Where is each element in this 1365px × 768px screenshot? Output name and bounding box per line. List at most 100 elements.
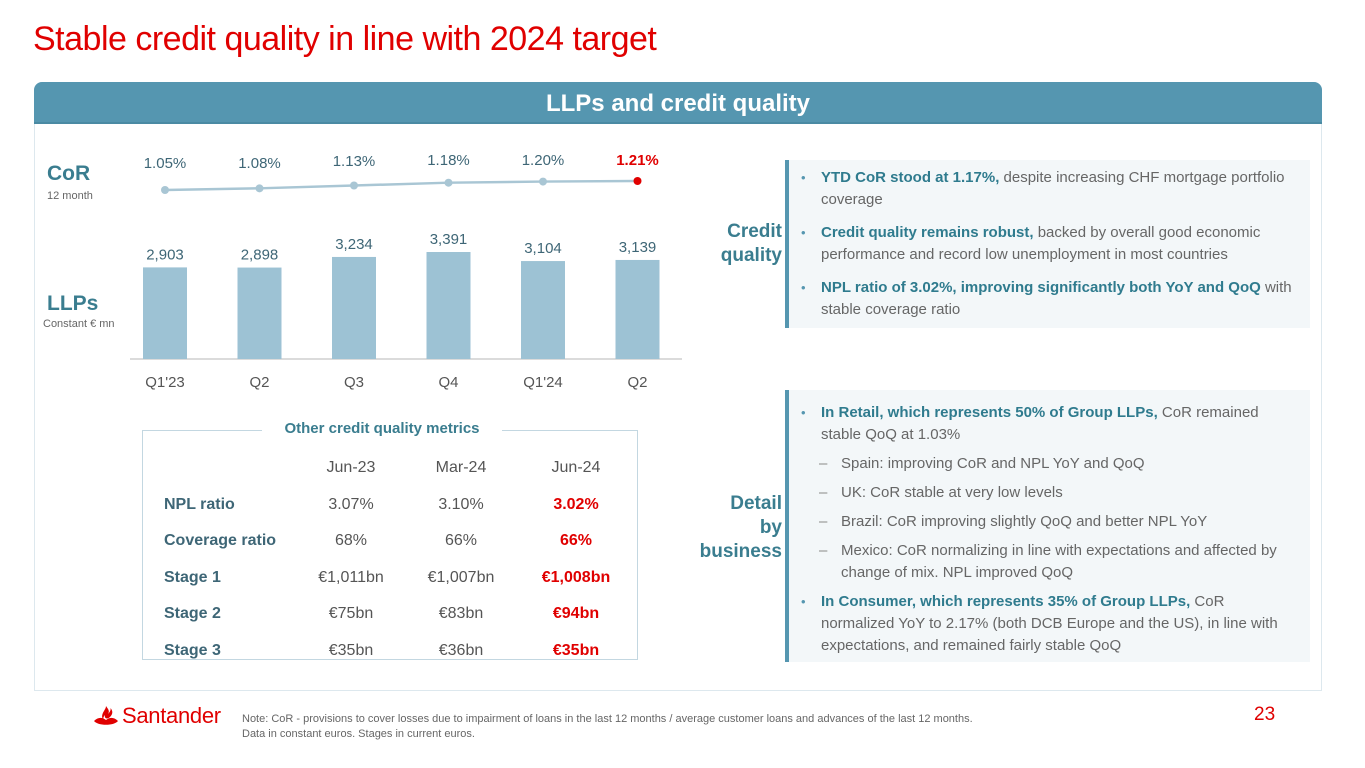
detail-by-business-box: • In Retail, which represents 50% of Gro… xyxy=(785,390,1310,662)
sub-bullet-item: – Brazil: CoR improving slightly QoQ and… xyxy=(819,511,1300,533)
llp-data-label: 3,234 xyxy=(335,236,373,253)
bullet-icon: • xyxy=(801,225,806,240)
row-label: Stage 2 xyxy=(164,605,221,623)
bullet-icon: • xyxy=(801,594,806,609)
metrics-title: Other credit quality metrics xyxy=(262,420,502,437)
llp-series-sublabel: Constant € mn xyxy=(43,318,115,330)
credit-quality-bullets: • YTD CoR stood at 1.17%, despite increa… xyxy=(801,167,1300,321)
table-row: Stage 1 €1,011bn €1,007bn €1,008bn xyxy=(164,560,636,597)
bullet-strong: In Consumer, which represents 35% of Gro… xyxy=(821,593,1191,610)
cell-value: €83bn xyxy=(438,605,484,623)
llp-bar xyxy=(615,259,660,359)
sub-bullet-text: Brazil: CoR improving slightly QoQ and b… xyxy=(841,513,1208,530)
label-line: quality xyxy=(720,245,782,266)
cor-line xyxy=(164,179,638,192)
cell-value: 3.10% xyxy=(438,495,484,513)
dash-icon: – xyxy=(819,542,828,559)
metrics-header-row: Jun-23 Mar-24 Jun-24 xyxy=(164,450,636,487)
note-line: Note: CoR - provisions to cover losses d… xyxy=(242,713,973,725)
row-label: Stage 1 xyxy=(164,568,221,586)
bullet-icon: • xyxy=(801,405,806,420)
sub-bullet-text: Spain: improving CoR and NPL YoY and QoQ xyxy=(841,455,1145,472)
sub-bullet-item: – Spain: improving CoR and NPL YoY and Q… xyxy=(819,453,1300,475)
santander-logo: Santander xyxy=(93,703,221,729)
bullet-strong: NPL ratio of 3.02%, improving significan… xyxy=(821,279,1261,296)
cor-series-label: CoR xyxy=(47,162,91,185)
label-line: Detail xyxy=(730,493,782,514)
x-tick-label: Q2 xyxy=(249,374,269,391)
llp-series-label: LLPs xyxy=(47,292,99,315)
cor-data-label: 1.21% xyxy=(616,152,659,169)
bullet-text: backed by overall good economic performa… xyxy=(821,224,1261,263)
bullet-item: • In Retail, which represents 50% of Gro… xyxy=(801,402,1300,446)
llp-data-label: 2,903 xyxy=(146,246,184,263)
cor-data-label: 1.05% xyxy=(144,155,187,172)
label-line: by xyxy=(759,517,782,538)
cell-value-highlight: €1,008bn xyxy=(541,568,611,586)
bullet-text: CoR normalized YoY to 2.17% (both DCB Eu… xyxy=(821,593,1278,654)
table-row: NPL ratio 3.07% 3.10% 3.02% xyxy=(164,487,636,524)
cor-point xyxy=(350,181,358,190)
note-line: Data in constant euros. Stages in curren… xyxy=(242,728,475,740)
flame-icon xyxy=(94,706,118,725)
table-row: Stage 3 €35bn €36bn €35bn xyxy=(164,633,636,670)
llp-bar xyxy=(426,252,471,359)
bullet-text: despite increasing CHF mortgage portfoli… xyxy=(821,169,1285,208)
llp-data-label: 3,104 xyxy=(524,240,562,257)
x-tick-label: Q4 xyxy=(438,374,458,391)
bullet-item: • NPL ratio of 3.02%, improving signific… xyxy=(801,277,1300,321)
cell-value: 68% xyxy=(334,532,368,550)
bullet-item: • Credit quality remains robust, backed … xyxy=(801,222,1300,266)
logo-text: Santander xyxy=(122,703,221,728)
cell-value: €36bn xyxy=(438,641,484,659)
cell-value-highlight: €35bn xyxy=(552,641,600,659)
credit-quality-box: • YTD CoR stood at 1.17%, despite increa… xyxy=(785,160,1310,328)
sub-bullet-item: – UK: CoR stable at very low levels xyxy=(819,482,1300,504)
bullet-strong: YTD CoR stood at 1.17%, xyxy=(821,169,1000,186)
x-tick-label: Q1'23 xyxy=(145,374,185,391)
section-header: LLPs and credit quality xyxy=(34,82,1322,124)
page-title: Stable credit quality in line with 2024 … xyxy=(33,20,657,58)
metrics-column-header: Jun-24 xyxy=(551,459,601,477)
row-label: Stage 3 xyxy=(164,641,221,659)
row-label: NPL ratio xyxy=(164,495,235,513)
llp-data-label: 3,391 xyxy=(430,231,468,248)
x-tick-label: Q2 xyxy=(627,374,647,391)
bullet-strong: Credit quality remains robust, xyxy=(821,224,1034,241)
label-line: business xyxy=(699,541,782,562)
table-row: Coverage ratio 68% 66% 66% xyxy=(164,523,636,560)
cell-value: €1,011bn xyxy=(318,568,384,586)
cell-value: €1,007bn xyxy=(427,568,495,586)
x-tick-label: Q3 xyxy=(344,374,364,391)
sub-bullet-text: Mexico: CoR normalizing in line with exp… xyxy=(841,542,1277,581)
sub-bullet-text: UK: CoR stable at very low levels xyxy=(841,484,1063,501)
cor-point xyxy=(539,177,547,186)
cor-point xyxy=(444,178,453,187)
cor-point xyxy=(633,177,642,185)
footer-note: Note: CoR - provisions to cover losses d… xyxy=(242,712,973,742)
llp-bar xyxy=(143,267,187,359)
bullet-item: • In Consumer, which represents 35% of G… xyxy=(801,591,1300,657)
cor-point xyxy=(255,184,264,193)
cell-value-highlight: 3.02% xyxy=(553,495,599,513)
sub-bullet-item: – Mexico: CoR normalizing in line with e… xyxy=(819,540,1300,584)
cor-series-sublabel: 12 month xyxy=(47,190,93,202)
llp-bar xyxy=(332,256,376,359)
cor-point xyxy=(161,186,169,194)
bullet-text: with stable coverage ratio xyxy=(821,279,1292,318)
cell-value: 66% xyxy=(444,532,478,550)
cell-value: €35bn xyxy=(328,641,374,659)
cell-value-highlight: 66% xyxy=(559,532,593,550)
cor-data-label: 1.13% xyxy=(333,153,376,170)
label-line: Credit xyxy=(727,221,782,242)
detail-by-business-label: Detail by business xyxy=(690,492,782,564)
cor-data-label: 1.20% xyxy=(522,152,565,169)
cell-value: 3.07% xyxy=(328,495,374,513)
cor-data-label: 1.08% xyxy=(238,155,281,172)
bullet-icon: • xyxy=(801,170,806,185)
bullet-item: • YTD CoR stood at 1.17%, despite increa… xyxy=(801,167,1300,211)
cor-data-label: 1.18% xyxy=(427,152,470,169)
cell-value-highlight: €94bn xyxy=(552,605,600,623)
bullet-icon: • xyxy=(801,280,806,295)
llp-bar xyxy=(237,267,282,359)
